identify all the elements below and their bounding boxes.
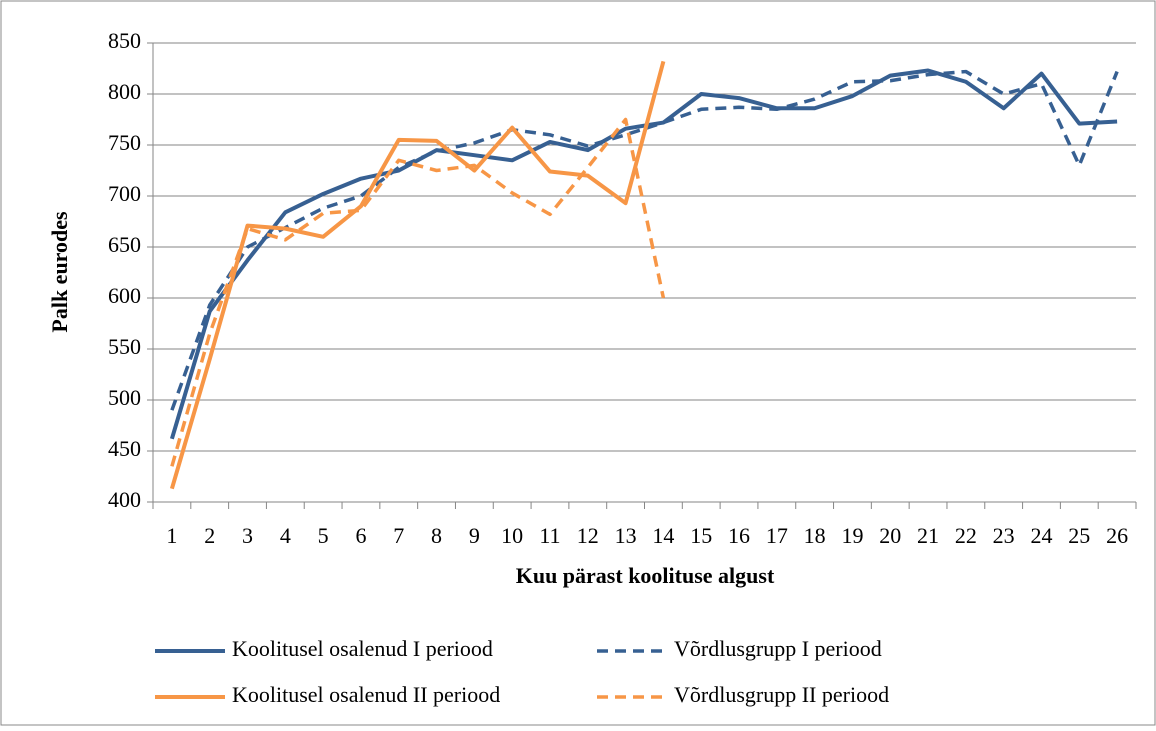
x-tick-label: 21 xyxy=(917,523,939,548)
x-tick-label: 20 xyxy=(879,523,901,548)
x-tick-label: 3 xyxy=(242,523,253,548)
x-tick-label: 1 xyxy=(166,523,177,548)
x-tick-label: 25 xyxy=(1068,523,1090,548)
y-tick-label: 450 xyxy=(108,436,141,461)
x-tick-label: 26 xyxy=(1106,523,1128,548)
x-tick-label: 17 xyxy=(766,523,788,548)
y-tick-label: 700 xyxy=(108,181,141,206)
x-tick-label: 8 xyxy=(431,523,442,548)
x-tick-label: 5 xyxy=(318,523,329,548)
x-tick-label: 14 xyxy=(652,523,674,548)
x-tick-label: 13 xyxy=(615,523,637,548)
x-tick-label: 6 xyxy=(355,523,366,548)
x-axis-label: Kuu pärast koolituse algust xyxy=(516,563,775,588)
x-tick-label: 11 xyxy=(539,523,560,548)
x-tick-label: 19 xyxy=(841,523,863,548)
y-tick-label: 600 xyxy=(108,283,141,308)
y-axis-label: Palk eurodes xyxy=(47,211,72,333)
series-line xyxy=(170,117,666,467)
y-tick-label: 750 xyxy=(108,130,141,155)
legend-label: Võrdlusgrupp I periood xyxy=(674,636,882,661)
legend-label: Koolitusel osalenud I periood xyxy=(232,636,493,661)
legend-label: Võrdlusgrupp II periood xyxy=(674,682,889,707)
y-tick-label: 650 xyxy=(108,232,141,257)
legend-label: Koolitusel osalenud II periood xyxy=(232,682,500,707)
x-tick-label: 7 xyxy=(393,523,404,548)
x-tick-label: 10 xyxy=(501,523,523,548)
x-tick-label: 12 xyxy=(577,523,599,548)
x-tick-label: 4 xyxy=(280,523,291,548)
x-tick-label: 15 xyxy=(690,523,712,548)
y-tick-label: 400 xyxy=(108,487,141,512)
x-tick-label: 23 xyxy=(993,523,1015,548)
y-tick-label: 850 xyxy=(108,28,141,53)
x-tick-label: 2 xyxy=(204,523,215,548)
y-tick-label: 550 xyxy=(108,334,141,359)
x-tick-label: 9 xyxy=(469,523,480,548)
series-line xyxy=(170,69,1119,411)
x-tick-label: 18 xyxy=(804,523,826,548)
y-tick-label: 800 xyxy=(108,79,141,104)
x-tick-label: 24 xyxy=(1030,523,1052,548)
x-tick-label: 16 xyxy=(728,523,750,548)
x-tick-label: 22 xyxy=(955,523,977,548)
y-tick-label: 500 xyxy=(108,385,141,410)
